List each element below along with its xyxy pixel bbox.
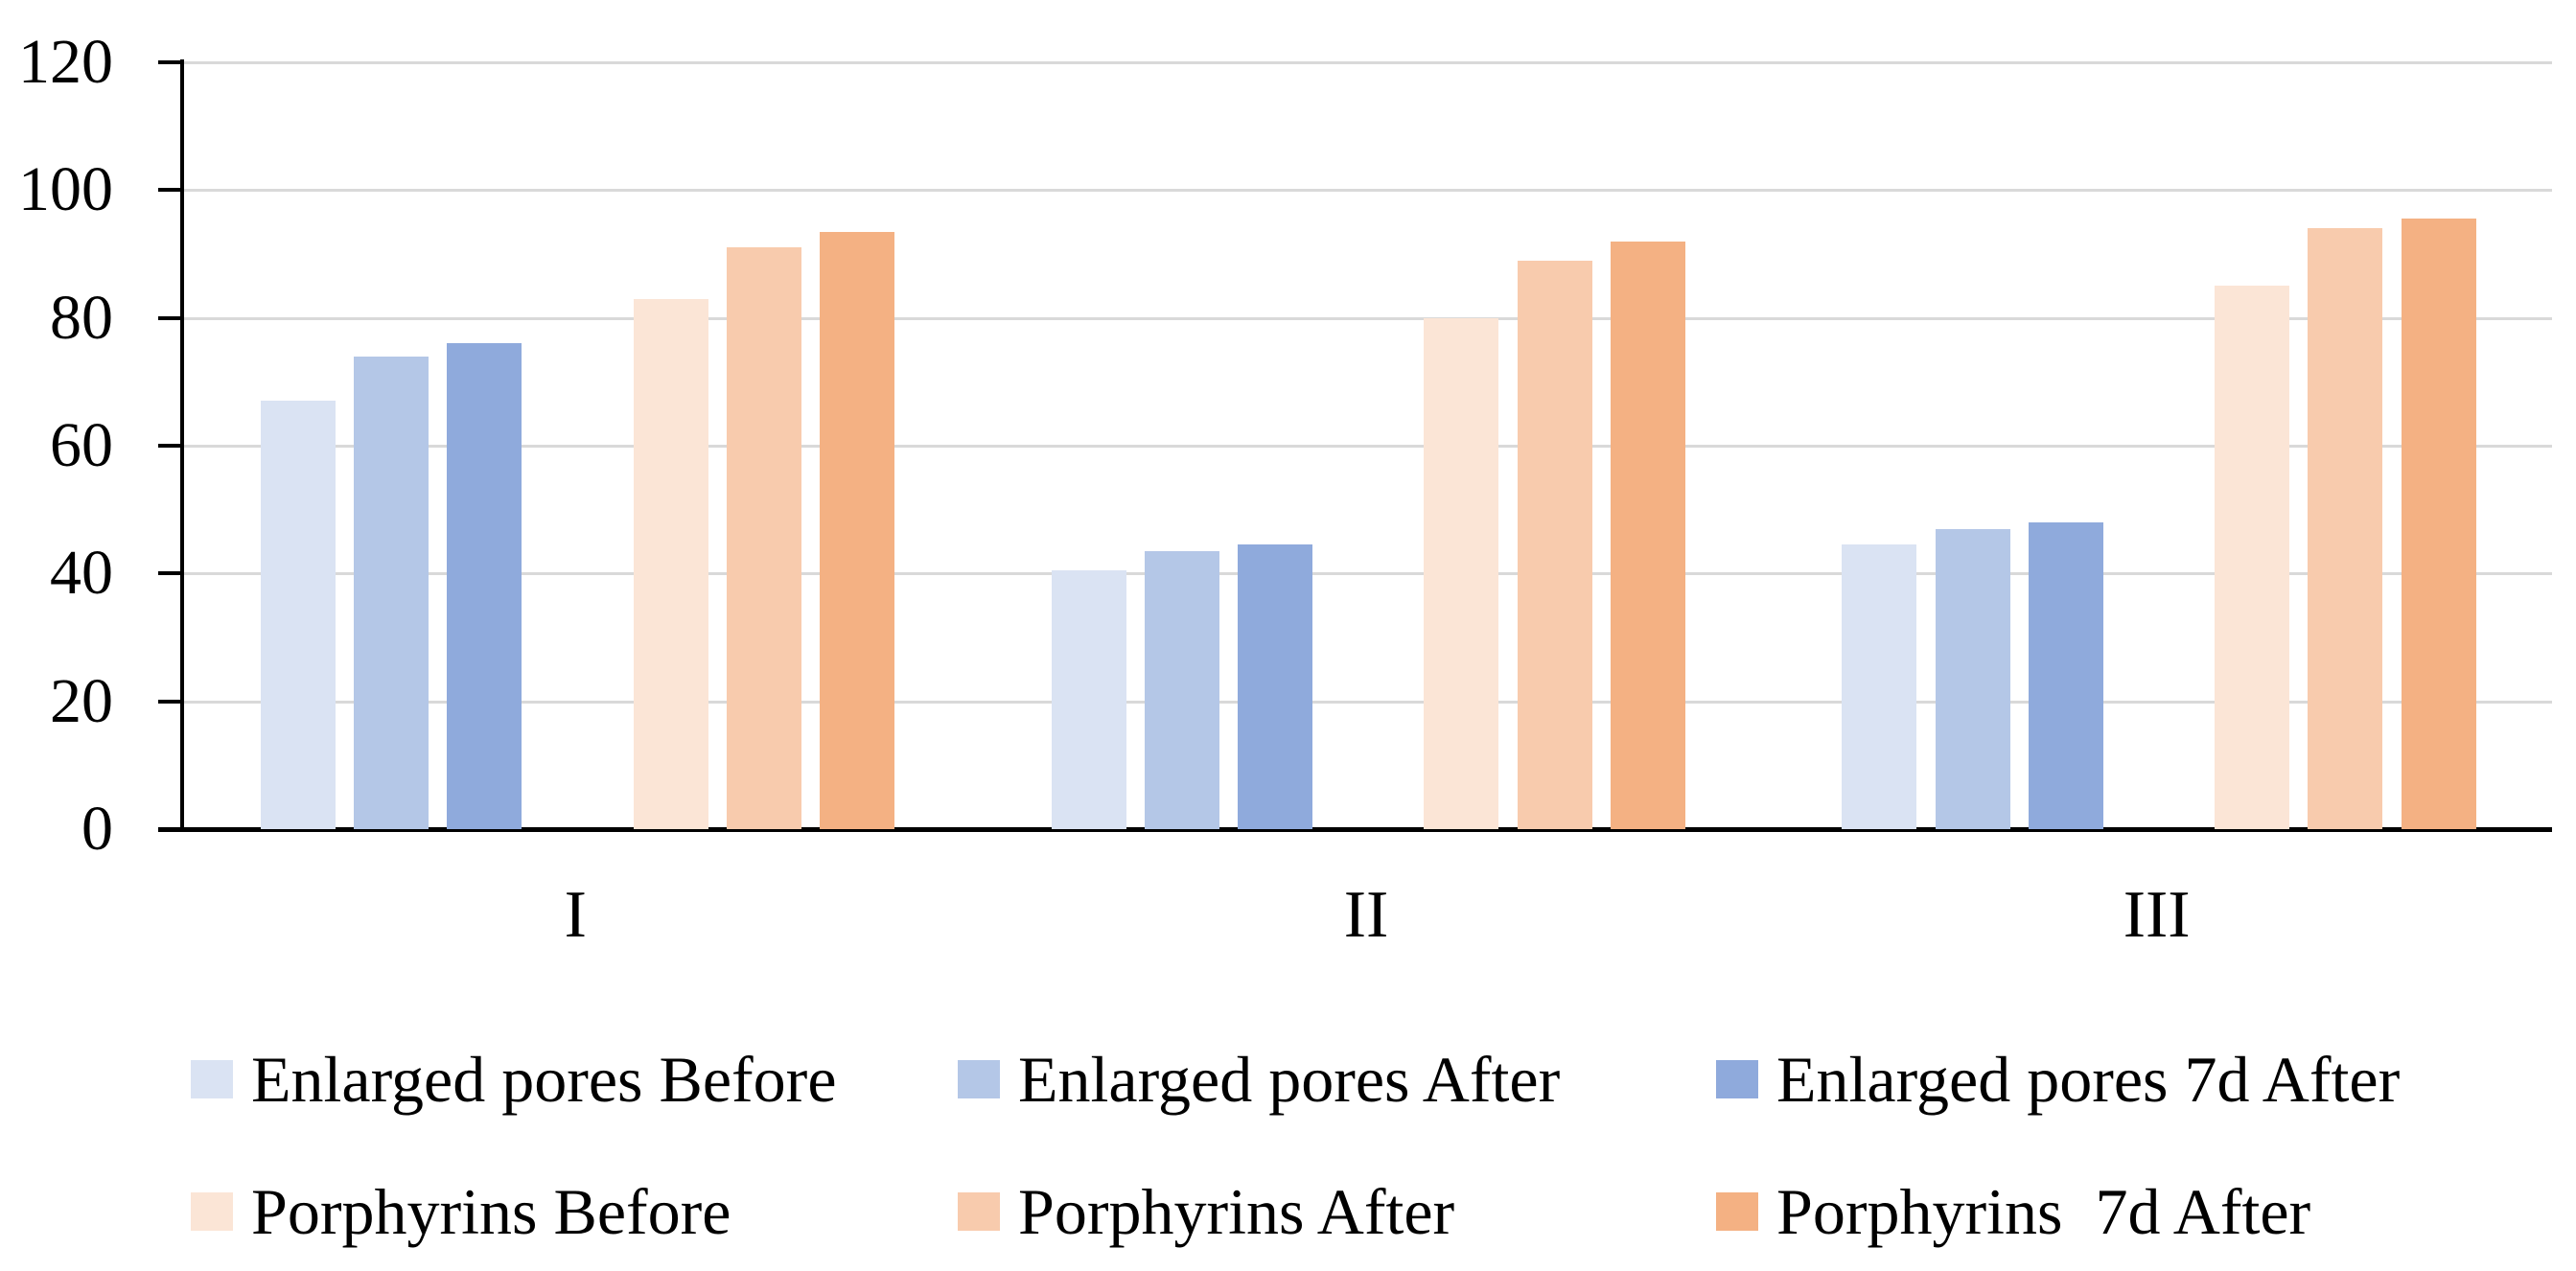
bar-II-series-1 bbox=[1144, 551, 1219, 829]
category-label-II: II bbox=[1343, 878, 1389, 952]
legend-label: Enlarged pores Before bbox=[251, 1043, 837, 1116]
bar-III-series-0 bbox=[1842, 544, 1917, 829]
legend-label: Enlarged pores 7d After bbox=[1776, 1043, 2401, 1116]
legend-swatch-icon bbox=[958, 1192, 1000, 1231]
bar-I-series-1 bbox=[354, 356, 429, 829]
y-tick-label-100: 100 bbox=[18, 154, 113, 225]
legend-swatch-icon bbox=[958, 1060, 1000, 1098]
y-tick-label-60: 60 bbox=[50, 410, 113, 480]
bar-II-series-0 bbox=[1051, 570, 1126, 829]
bar-I-series-3 bbox=[633, 298, 708, 829]
bar-I-series-5 bbox=[820, 231, 895, 829]
gridline-80 bbox=[180, 316, 2552, 320]
y-tick-label-120: 120 bbox=[18, 27, 113, 97]
y-tick-label-20: 20 bbox=[50, 665, 113, 736]
y-axis-line bbox=[180, 59, 184, 831]
y-tick-label-40: 40 bbox=[50, 538, 113, 609]
y-tick-label-80: 80 bbox=[50, 282, 113, 353]
legend-label: Porphyrins Before bbox=[251, 1175, 731, 1248]
y-tick-80 bbox=[158, 315, 180, 320]
y-tick-120 bbox=[158, 60, 180, 64]
legend-label: Porphyrins After bbox=[1018, 1175, 1455, 1248]
y-tick-100 bbox=[158, 188, 180, 193]
legend-item-5: Porphyrins 7d After bbox=[1716, 1179, 2310, 1244]
bar-III-series-1 bbox=[1935, 528, 2010, 829]
y-tick-20 bbox=[158, 699, 180, 704]
legend-swatch-icon bbox=[1716, 1060, 1758, 1098]
gridline-100 bbox=[180, 189, 2552, 193]
category-label-III: III bbox=[2123, 878, 2191, 952]
bar-I-series-2 bbox=[447, 343, 522, 829]
gridline-120 bbox=[180, 61, 2552, 64]
gridline-40 bbox=[180, 572, 2552, 576]
legend-item-4: Porphyrins After bbox=[958, 1179, 1454, 1244]
legend-swatch-icon bbox=[191, 1192, 233, 1231]
bar-II-series-2 bbox=[1238, 544, 1313, 829]
x-axis-line bbox=[158, 827, 2552, 832]
bar-II-series-3 bbox=[1424, 317, 1499, 829]
y-tick-label-0: 0 bbox=[81, 794, 113, 864]
bar-III-series-4 bbox=[2308, 228, 2383, 829]
gridline-60 bbox=[180, 445, 2552, 448]
legend-item-3: Porphyrins Before bbox=[191, 1179, 731, 1244]
bar-III-series-2 bbox=[2028, 522, 2103, 829]
category-label-I: I bbox=[564, 878, 587, 952]
bar-I-series-4 bbox=[727, 247, 801, 829]
gridline-20 bbox=[180, 700, 2552, 704]
legend-label: Porphyrins 7d After bbox=[1776, 1175, 2311, 1248]
y-tick-40 bbox=[158, 571, 180, 576]
bar-III-series-3 bbox=[2215, 286, 2290, 829]
legend-label: Enlarged pores After bbox=[1018, 1043, 1561, 1116]
bar-III-series-5 bbox=[2401, 219, 2476, 829]
bar-I-series-0 bbox=[261, 401, 336, 829]
bar-II-series-4 bbox=[1517, 260, 1592, 829]
bar-II-series-5 bbox=[1610, 241, 1685, 829]
legend-item-1: Enlarged pores After bbox=[958, 1047, 1560, 1112]
legend-item-0: Enlarged pores Before bbox=[191, 1047, 837, 1112]
legend-item-2: Enlarged pores 7d After bbox=[1716, 1047, 2400, 1112]
legend-swatch-icon bbox=[1716, 1192, 1758, 1231]
legend-swatch-icon bbox=[191, 1060, 233, 1098]
y-tick-60 bbox=[158, 444, 180, 448]
